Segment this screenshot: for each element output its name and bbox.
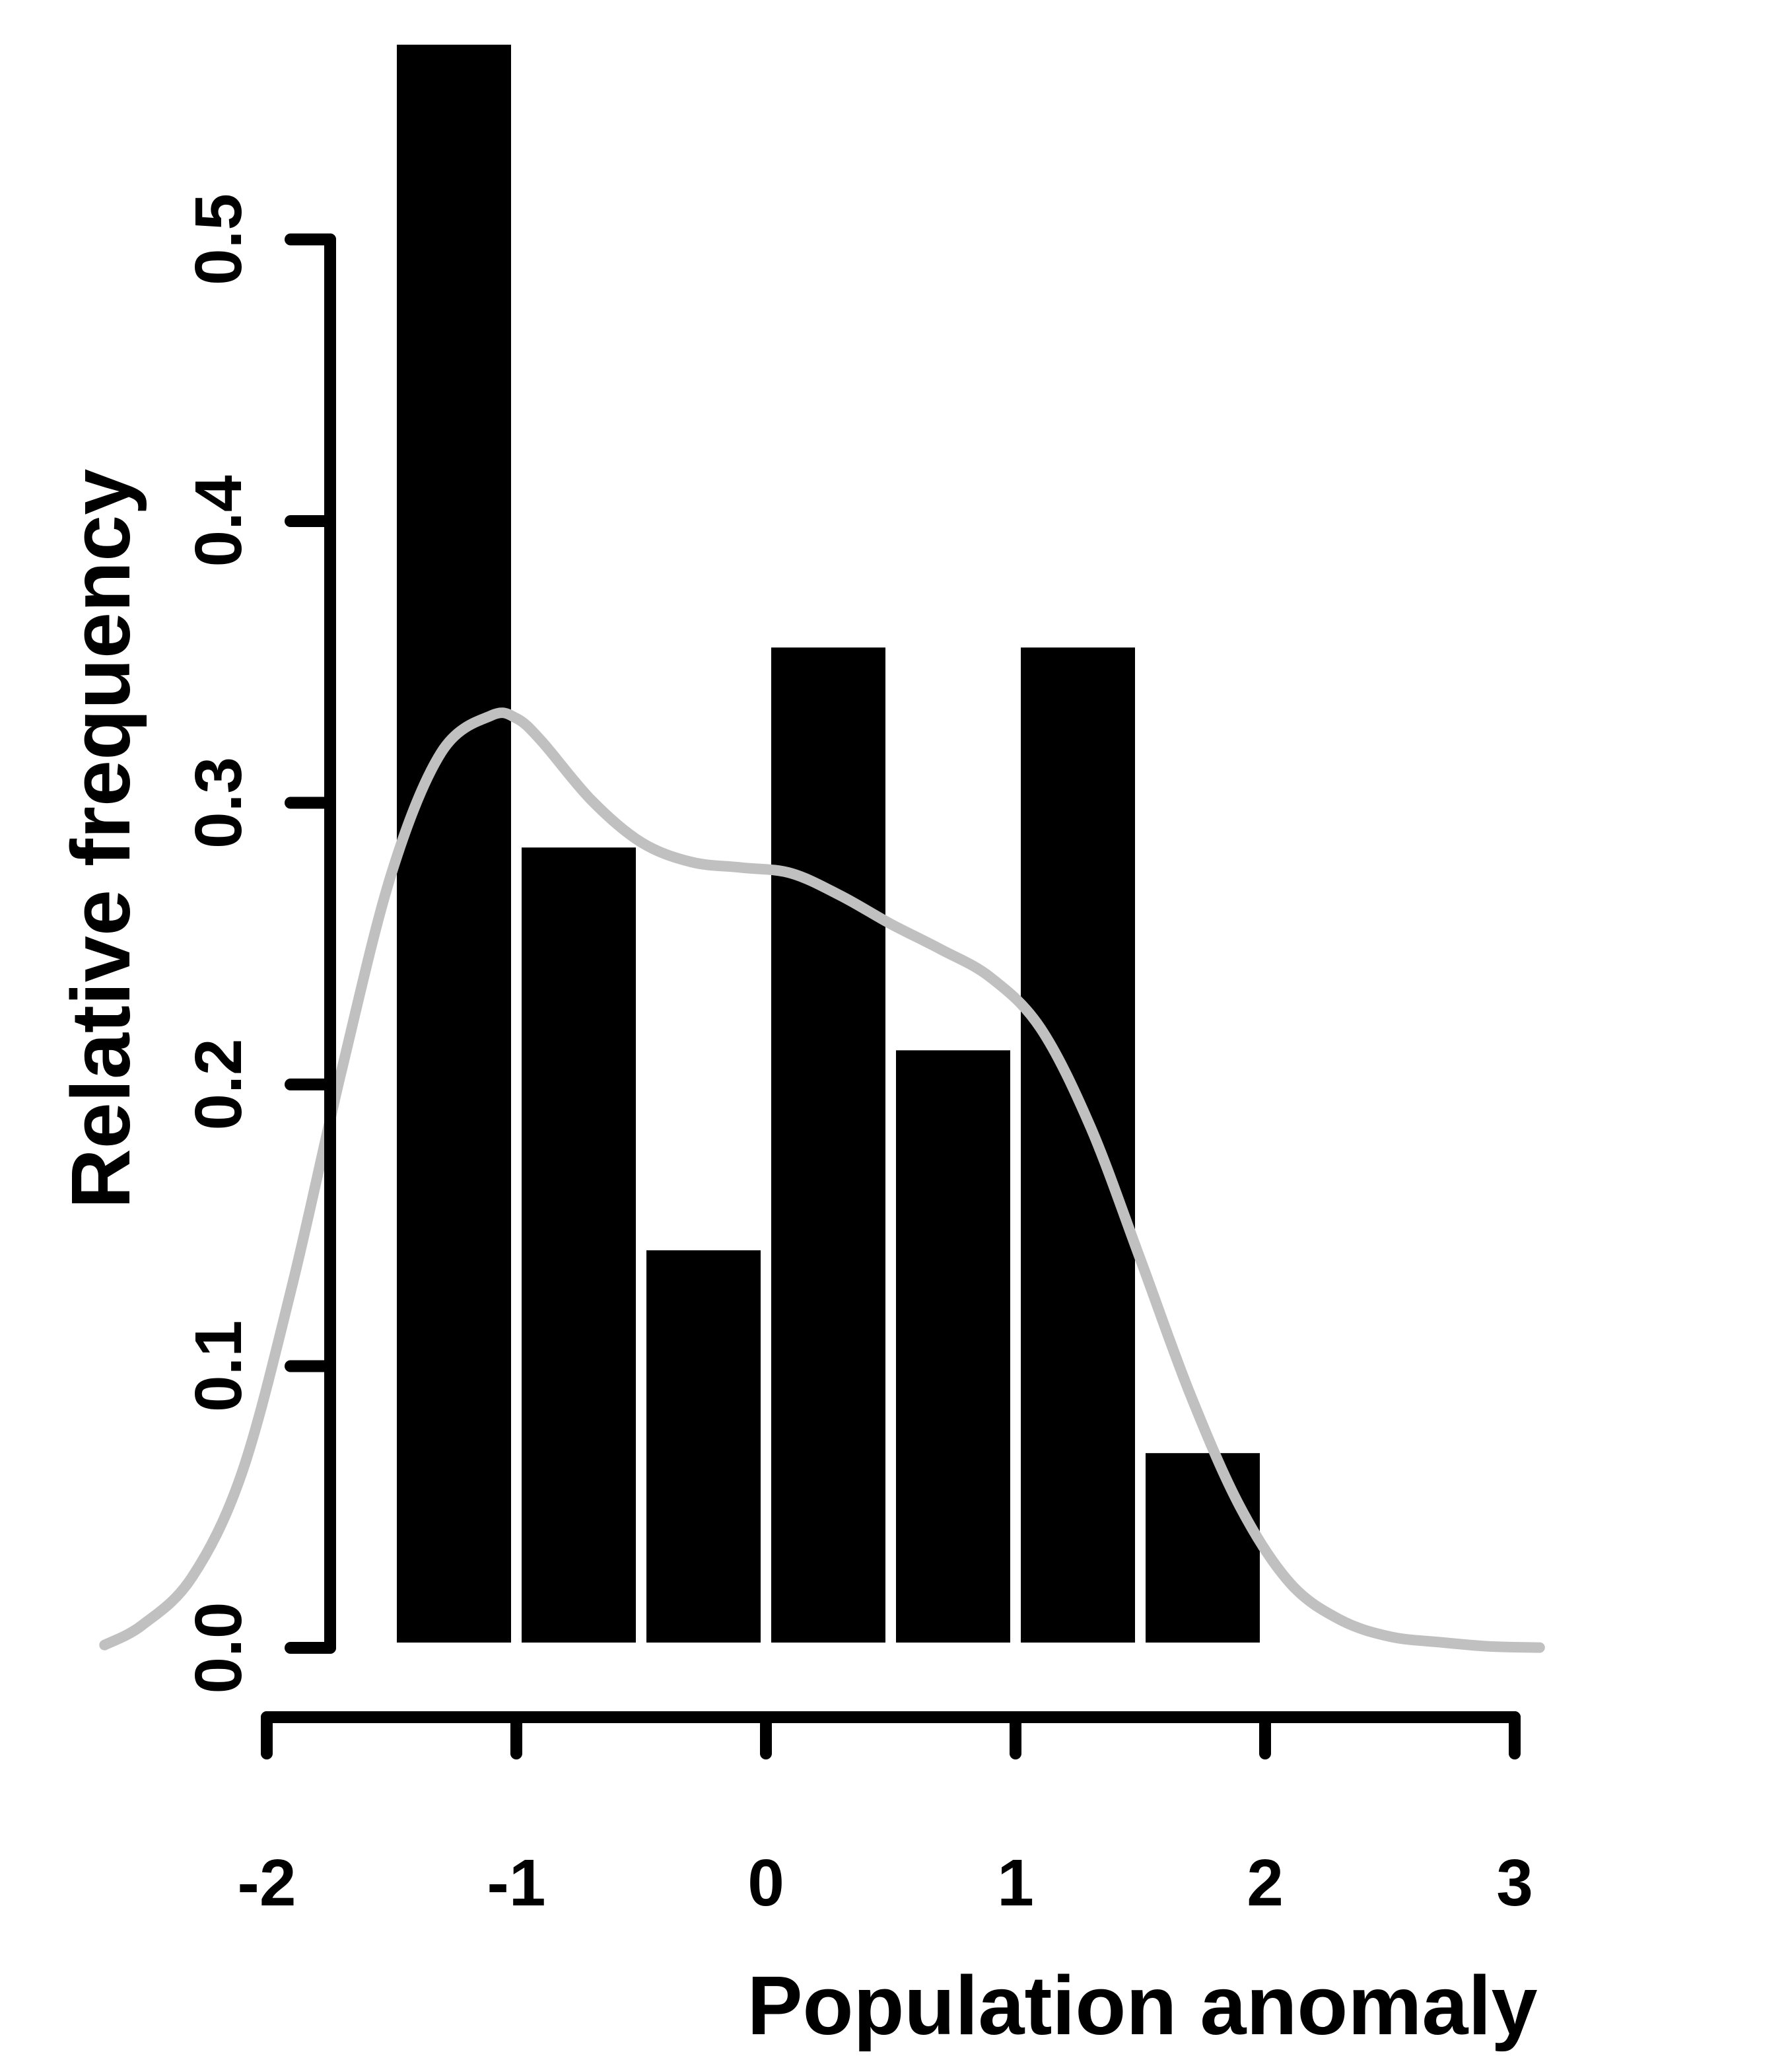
histogram-bar	[636, 1240, 771, 1653]
x-tick-label: 1	[997, 1846, 1034, 1920]
histogram-bar	[761, 637, 896, 1653]
histogram-bar	[386, 34, 522, 1653]
y-tick-label: 0.4	[182, 475, 256, 567]
y-axis: 0.0 0.1 0.2 0.3 0.4 0.5	[182, 194, 336, 1694]
y-tick-label: 0.5	[182, 194, 256, 285]
y-tick-label: 0.3	[182, 757, 256, 849]
y-axis-title: Relative frequency	[54, 469, 147, 1209]
y-tick-label: 0.0	[182, 1602, 256, 1693]
histogram-bars	[386, 34, 1270, 1654]
x-tick-label: 2	[1247, 1846, 1284, 1920]
panel-label: C	[409, 205, 469, 299]
x-axis: -2 -1 0 1 2 3	[238, 1711, 1533, 1920]
x-tick-label: -2	[238, 1846, 296, 1920]
x-tick-label: -1	[487, 1846, 546, 1920]
y-tick-label: 0.2	[182, 1038, 256, 1130]
histogram-bar	[511, 837, 646, 1653]
density-curve	[99, 707, 1545, 1653]
histogram-bar	[1010, 637, 1146, 1653]
histogram-bar	[1135, 1442, 1270, 1654]
x-tick-label: 0	[747, 1846, 784, 1920]
y-tick-label: 0.1	[182, 1320, 256, 1412]
x-tick-label: 3	[1496, 1846, 1533, 1920]
histogram-bar	[885, 1040, 1021, 1654]
x-axis-title: Population anomaly	[747, 1959, 1537, 2052]
